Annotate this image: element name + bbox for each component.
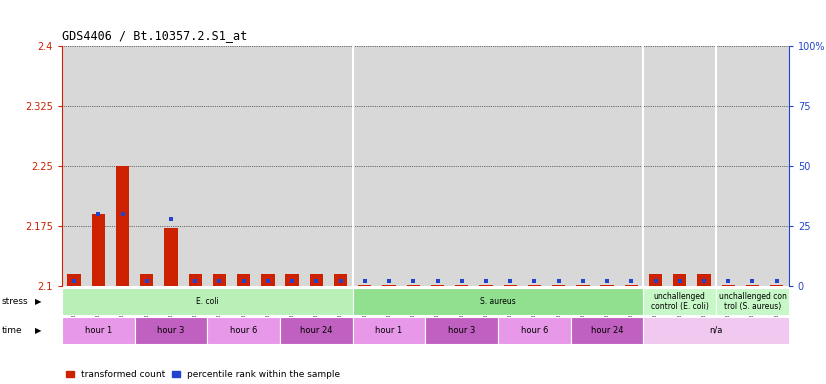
Bar bbox=[624, 285, 638, 286]
Bar bbox=[595, 46, 620, 286]
Bar bbox=[377, 46, 401, 286]
Bar bbox=[643, 317, 789, 344]
Bar bbox=[577, 285, 590, 286]
Bar bbox=[207, 46, 231, 286]
Bar bbox=[643, 46, 667, 286]
Bar bbox=[358, 285, 372, 286]
Bar bbox=[571, 46, 595, 286]
Bar bbox=[140, 274, 154, 286]
Text: hour 6: hour 6 bbox=[520, 326, 548, 335]
Text: hour 24: hour 24 bbox=[591, 326, 624, 335]
Bar bbox=[692, 46, 716, 286]
Bar bbox=[425, 317, 498, 344]
Bar bbox=[62, 288, 353, 315]
Bar bbox=[673, 274, 686, 286]
Bar bbox=[474, 46, 498, 286]
Text: time: time bbox=[2, 326, 22, 335]
Bar bbox=[740, 46, 765, 286]
Bar bbox=[571, 317, 643, 344]
Bar bbox=[310, 274, 323, 286]
Bar bbox=[62, 317, 135, 344]
Bar bbox=[280, 317, 353, 344]
Bar bbox=[159, 46, 183, 286]
Bar bbox=[353, 288, 643, 315]
Text: GDS4406 / Bt.10357.2.S1_at: GDS4406 / Bt.10357.2.S1_at bbox=[62, 29, 247, 42]
Bar bbox=[401, 46, 425, 286]
Bar bbox=[722, 285, 735, 286]
Bar bbox=[86, 46, 111, 286]
Bar bbox=[382, 285, 396, 286]
Bar bbox=[498, 317, 571, 344]
Bar bbox=[261, 274, 274, 286]
Bar bbox=[207, 317, 280, 344]
Text: hour 3: hour 3 bbox=[448, 326, 476, 335]
Text: ▶: ▶ bbox=[35, 297, 41, 306]
Bar bbox=[280, 46, 304, 286]
Bar bbox=[455, 285, 468, 286]
Bar bbox=[697, 274, 710, 286]
Bar bbox=[164, 228, 178, 286]
Bar bbox=[353, 317, 425, 344]
Text: ▶: ▶ bbox=[35, 326, 41, 335]
Bar bbox=[765, 46, 789, 286]
Bar bbox=[770, 285, 783, 286]
Bar bbox=[504, 285, 517, 286]
Bar bbox=[552, 285, 565, 286]
Bar bbox=[111, 46, 135, 286]
Bar bbox=[498, 46, 522, 286]
Bar bbox=[183, 46, 207, 286]
Bar bbox=[329, 46, 353, 286]
Bar bbox=[237, 274, 250, 286]
Bar bbox=[431, 285, 444, 286]
Bar bbox=[286, 274, 299, 286]
Text: S. aureus: S. aureus bbox=[480, 297, 516, 306]
Legend: transformed count, percentile rank within the sample: transformed count, percentile rank withi… bbox=[66, 371, 340, 379]
Bar bbox=[92, 214, 105, 286]
Bar bbox=[620, 46, 643, 286]
Bar bbox=[643, 288, 716, 315]
Text: n/a: n/a bbox=[710, 326, 723, 335]
Bar bbox=[353, 46, 377, 286]
Text: hour 1: hour 1 bbox=[376, 326, 402, 335]
Bar bbox=[62, 46, 86, 286]
Text: unchallenged con
trol (S. aureus): unchallenged con trol (S. aureus) bbox=[719, 292, 786, 311]
Text: hour 24: hour 24 bbox=[300, 326, 333, 335]
Bar bbox=[135, 317, 207, 344]
Bar bbox=[188, 274, 202, 286]
Text: hour 3: hour 3 bbox=[157, 326, 185, 335]
Bar bbox=[116, 166, 129, 286]
Bar bbox=[479, 285, 492, 286]
Bar bbox=[231, 46, 256, 286]
Text: stress: stress bbox=[2, 297, 28, 306]
Bar bbox=[304, 46, 329, 286]
Bar bbox=[528, 285, 541, 286]
Bar bbox=[746, 285, 759, 286]
Bar bbox=[601, 285, 614, 286]
Bar bbox=[716, 46, 740, 286]
Bar bbox=[716, 288, 789, 315]
Text: hour 1: hour 1 bbox=[85, 326, 112, 335]
Bar bbox=[135, 46, 159, 286]
Bar bbox=[449, 46, 474, 286]
Text: E. coli: E. coli bbox=[196, 297, 219, 306]
Bar bbox=[406, 285, 420, 286]
Bar bbox=[334, 274, 347, 286]
Bar bbox=[68, 274, 81, 286]
Bar bbox=[547, 46, 571, 286]
Bar bbox=[522, 46, 547, 286]
Bar bbox=[213, 274, 226, 286]
Bar bbox=[667, 46, 692, 286]
Bar bbox=[256, 46, 280, 286]
Text: hour 6: hour 6 bbox=[230, 326, 258, 335]
Text: unchallenged
control (E. coli): unchallenged control (E. coli) bbox=[651, 292, 709, 311]
Bar bbox=[649, 274, 662, 286]
Bar bbox=[425, 46, 449, 286]
